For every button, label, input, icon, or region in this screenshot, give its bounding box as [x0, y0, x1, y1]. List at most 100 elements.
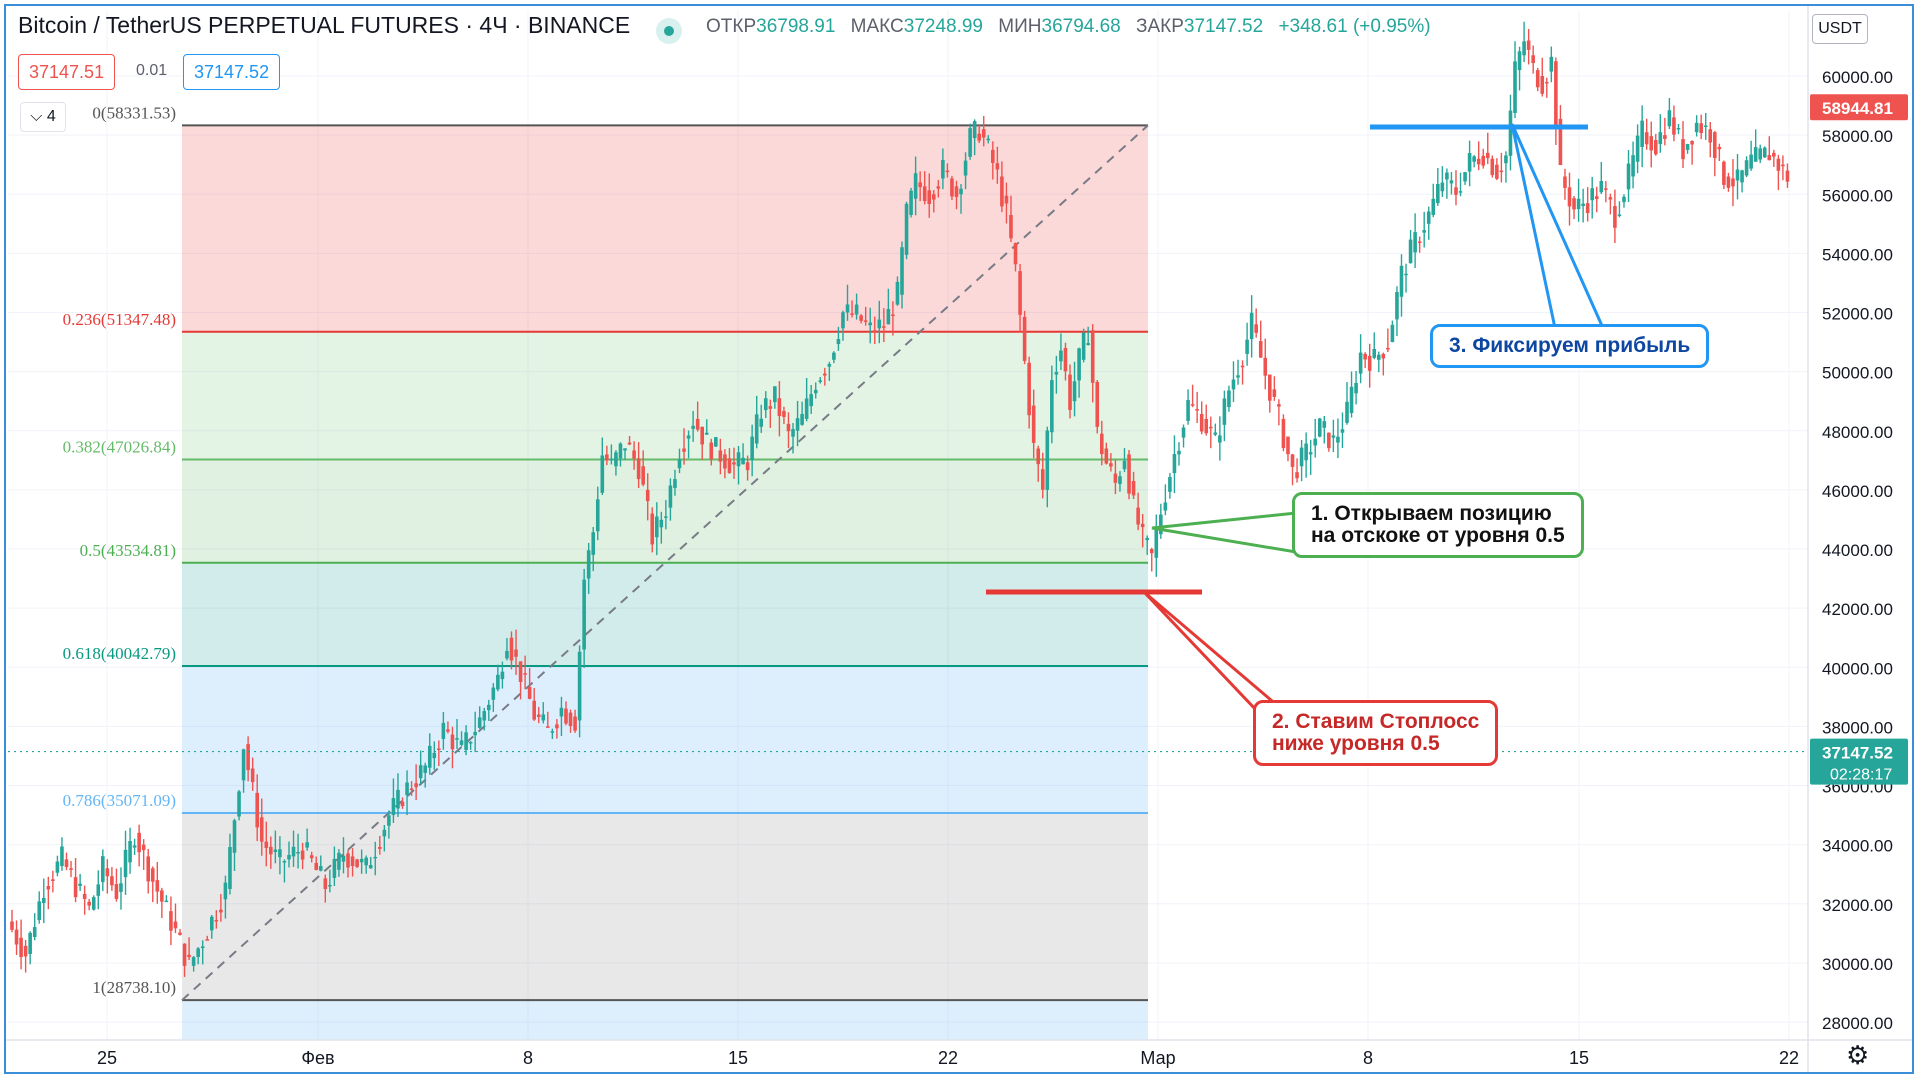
time-tick-label: Фев: [301, 1048, 334, 1068]
candle-body: [82, 893, 87, 900]
price-tick-label: 46000.00: [1822, 482, 1893, 501]
annotation-text: 1. Открываем позицию: [1311, 502, 1552, 525]
candle-body: [1785, 170, 1790, 182]
candle-body: [891, 314, 895, 316]
price-tick-label: 30000.00: [1822, 955, 1893, 974]
candle-body: [623, 448, 627, 451]
fib-zone: [182, 665, 1148, 813]
candle-body: [627, 442, 632, 445]
candle-body: [1431, 198, 1436, 215]
candle-body: [1313, 438, 1318, 446]
candle-body: [700, 426, 705, 445]
candle-body: [868, 322, 873, 326]
candle-body: [1772, 152, 1776, 157]
candle-body: [137, 832, 141, 853]
price-tick-label: 52000.00: [1822, 305, 1893, 324]
candle-body: [1286, 436, 1290, 455]
candle-body: [232, 820, 237, 853]
candle-body: [14, 929, 19, 945]
candle-body: [913, 173, 918, 199]
candle-body: [1449, 180, 1454, 184]
candle-body: [1631, 155, 1635, 177]
candle-body: [1340, 429, 1345, 433]
candle-body: [664, 516, 668, 518]
candle-body: [618, 443, 623, 459]
candle-body: [341, 855, 346, 862]
candle-body: [782, 411, 786, 417]
currency-button[interactable]: USDT: [1812, 14, 1868, 44]
candle-body: [214, 920, 219, 922]
candle-body: [900, 247, 904, 295]
candle-body: [786, 423, 791, 432]
candle-body: [845, 304, 850, 313]
candle-body: [963, 160, 968, 176]
candle-body: [763, 398, 768, 411]
fib-level-label: 0.236(51347.48): [63, 310, 176, 329]
candle-body: [550, 731, 555, 733]
collapse-indicators-button[interactable]: ⌵ 4: [20, 102, 66, 132]
time-tick-label: 22: [938, 1048, 958, 1068]
candle-body: [1258, 341, 1263, 358]
time-tick-label: 22: [1779, 1048, 1799, 1068]
candle-body: [223, 882, 228, 900]
high-key: МАКС: [850, 16, 904, 37]
candle-body: [250, 768, 255, 783]
candle-body: [1331, 435, 1336, 438]
price-tick-label: 28000.00: [1822, 1014, 1893, 1033]
candle-body: [328, 884, 332, 887]
candle-body: [1136, 507, 1140, 525]
time-tick-label: 8: [523, 1048, 533, 1068]
candle-body: [1367, 355, 1372, 371]
candle-body: [1299, 447, 1304, 467]
candle-body: [1590, 188, 1595, 201]
symbol-title[interactable]: Bitcoin / TetherUS PERPETUAL FUTURES · 4…: [18, 12, 631, 38]
candle-body: [841, 312, 845, 329]
candle-body: [382, 829, 387, 837]
candle-body: [1009, 214, 1013, 239]
sell-button[interactable]: 37147.51: [18, 54, 116, 90]
buy-button[interactable]: 37147.52: [183, 54, 281, 90]
candle-body: [1463, 172, 1467, 182]
gear-icon[interactable]: ⚙: [1846, 1040, 1870, 1070]
candle-body: [1549, 56, 1554, 72]
candle-body: [164, 900, 169, 903]
candle-body: [423, 765, 428, 773]
price-tick-label: 58000.00: [1822, 127, 1893, 146]
candle-body: [827, 364, 832, 367]
candle-body: [1476, 158, 1481, 165]
candle-body: [78, 883, 82, 887]
candle-body: [1240, 365, 1245, 368]
candle-body: [981, 129, 986, 138]
candle-body: [555, 724, 559, 729]
price-tick-label: 54000.00: [1822, 245, 1893, 264]
candle-body: [686, 435, 691, 439]
price-tick-label: 34000.00: [1822, 837, 1893, 856]
candle-body: [1040, 469, 1045, 490]
candle-body: [1168, 477, 1172, 492]
candle-body: [1735, 169, 1740, 181]
candle-body: [577, 651, 582, 721]
candle-body: [405, 782, 409, 796]
candle-body: [1272, 389, 1277, 397]
candle-body: [1726, 176, 1731, 188]
callout-pointer: [1151, 511, 1298, 554]
candle-body: [450, 734, 455, 750]
candle-body: [119, 883, 123, 892]
candle-body: [51, 879, 55, 881]
candle-body: [1513, 61, 1517, 113]
candle-body: [1753, 147, 1758, 162]
candle-body: [1776, 158, 1781, 171]
candle-body: [609, 458, 614, 461]
candle-body: [55, 861, 60, 873]
candle-body: [1199, 413, 1204, 432]
candle-body: [904, 203, 909, 255]
candle-body: [441, 722, 446, 739]
candle-body: [101, 856, 105, 883]
candle-body: [1535, 70, 1540, 88]
candle-body: [219, 909, 223, 913]
candle-body: [1358, 352, 1363, 374]
candle-body: [182, 943, 187, 966]
candle-body: [1122, 460, 1127, 470]
candle-body: [282, 860, 287, 863]
